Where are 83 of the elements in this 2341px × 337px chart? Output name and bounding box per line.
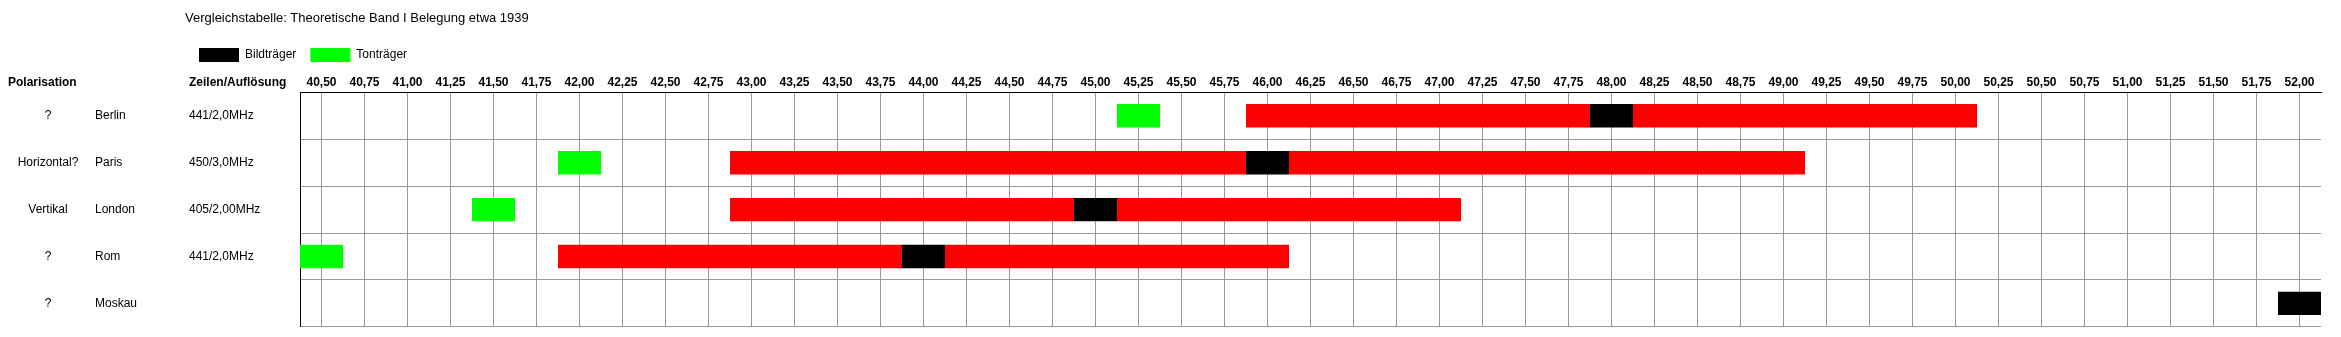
y2-axis-title: Zeilen/Auflösung: [189, 74, 287, 89]
bar: [1117, 197, 1461, 222]
x-tick-label: 48,75: [1725, 74, 1756, 89]
x-tick-label: 46,25: [1295, 74, 1326, 89]
x-tick-label: 50,25: [1983, 74, 2014, 89]
x-tick-label: 45,25: [1123, 74, 1154, 89]
x-tick-label: 49,00: [1768, 74, 1799, 89]
bar: [730, 151, 1246, 175]
x-tick-label: 41,00: [392, 74, 423, 89]
x-tick-label: 43,75: [865, 74, 896, 89]
bar: [558, 244, 902, 269]
x-tick-label: 41,50: [478, 74, 509, 89]
x-tick-label: 41,75: [521, 74, 552, 89]
y-tick-label: Rom: [95, 248, 121, 263]
text: 441/2,0MHz: [189, 248, 254, 263]
x-tick-label: 44,75: [1037, 74, 1068, 89]
text: 450/3,0MHz: [189, 155, 254, 170]
x-tick-label: 41,25: [435, 74, 466, 89]
bar: [2278, 291, 2321, 316]
x-tick-label: 42,50: [650, 74, 681, 89]
x-tick-label: 49,50: [1854, 74, 1885, 89]
x-tick-label: 49,75: [1897, 74, 1928, 89]
x-tick-label: 42,75: [693, 74, 724, 89]
x-tick-label: 40,50: [306, 74, 337, 89]
x-tick-label: 43,00: [736, 74, 767, 89]
bar: [1074, 197, 1117, 222]
x-tick-label: 40,75: [349, 74, 380, 89]
x-tick-label: 47,25: [1467, 74, 1498, 89]
text: ?: [44, 248, 52, 263]
x-tick-label: 42,00: [564, 74, 595, 89]
x-tick-label: 52,00: [2284, 74, 2315, 89]
bar: [945, 244, 1289, 269]
x-tick-label: 50,50: [2026, 74, 2057, 89]
x-tick-label: 47,75: [1553, 74, 1584, 89]
y-tick-label: London: [95, 201, 136, 216]
legend-label: Bildträger: [245, 47, 297, 62]
x-tick-label: 44,50: [994, 74, 1025, 89]
text: 441/2,0MHz: [189, 108, 254, 123]
x-tick-label: 50,00: [1940, 74, 1971, 89]
text: Horizontal?: [17, 155, 79, 170]
x-tick-label: 48,25: [1639, 74, 1670, 89]
x-tick-label: 47,00: [1424, 74, 1455, 89]
text: ?: [44, 295, 52, 310]
chart-title: Vergleichstabelle: Theoretische Band I Belegung etwa 1939: [185, 10, 529, 25]
bar: [730, 197, 1074, 222]
x-tick-label: 42,25: [607, 74, 638, 89]
y-tick-label: Paris: [95, 155, 123, 170]
x-tick-label: 48,50: [1682, 74, 1713, 89]
x-tick-label: 45,50: [1166, 74, 1197, 89]
bar: [472, 197, 515, 222]
bar: [1246, 104, 1590, 128]
x-tick-label: 44,00: [908, 74, 939, 89]
x-tick-label: 46,75: [1381, 74, 1412, 89]
x-tick-label: 43,25: [779, 74, 810, 89]
legend-label: Tonträger: [356, 47, 408, 62]
x-tick-label: 44,25: [951, 74, 982, 89]
bar: [1590, 104, 1633, 128]
x-tick-label: 51,25: [2155, 74, 2186, 89]
x-tick-label: 46,00: [1252, 74, 1283, 89]
y-tick-label: Moskau: [95, 295, 138, 310]
x-tick-label: 50,75: [2069, 74, 2100, 89]
bar: [902, 244, 945, 269]
x-tick-label: 48,00: [1596, 74, 1627, 89]
bar: [1246, 151, 1289, 175]
bar: [300, 244, 343, 269]
x-tick-label: 51,75: [2241, 74, 2272, 89]
x-tick-label: 51,50: [2198, 74, 2229, 89]
text: ?: [44, 108, 52, 123]
y-tick-label: Berlin: [95, 108, 126, 123]
x-tick-label: 43,50: [822, 74, 853, 89]
x-tick-label: 49,25: [1811, 74, 1842, 89]
y-axis-title: Polarisation: [8, 74, 77, 89]
x-tick-label: 51,00: [2112, 74, 2143, 89]
bar: [1633, 104, 1977, 128]
text: 405/2,00MHz: [189, 201, 261, 216]
x-tick-label: 47,50: [1510, 74, 1541, 89]
bar: [1289, 151, 1805, 175]
text: Vertikal: [28, 201, 68, 216]
x-tick-label: 45,75: [1209, 74, 1240, 89]
x-tick-label: 46,50: [1338, 74, 1369, 89]
bar: [558, 151, 601, 175]
bar: [1117, 104, 1160, 128]
x-tick-label: 45,00: [1080, 74, 1111, 89]
